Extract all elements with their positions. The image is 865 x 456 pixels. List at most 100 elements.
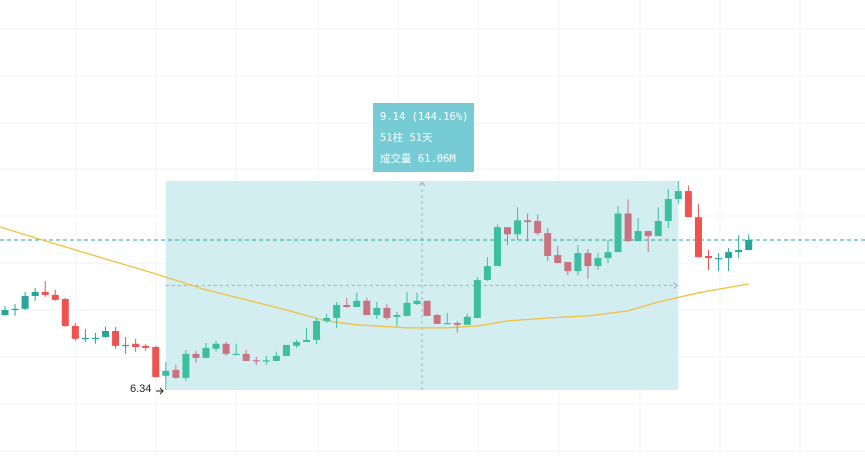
candle-body — [383, 307, 391, 318]
candle-body — [202, 347, 210, 358]
candle — [31, 288, 39, 301]
candle — [463, 313, 471, 325]
candle — [11, 304, 19, 316]
candle-body — [363, 300, 371, 315]
candle-body — [112, 331, 120, 346]
measure-price-change: 9.14 (144.16%) — [380, 111, 469, 123]
candle-body — [292, 341, 300, 346]
candle-body — [463, 316, 471, 325]
candle-body — [453, 322, 461, 325]
candle-body — [162, 370, 170, 376]
candle-body — [272, 355, 280, 361]
candle — [624, 199, 632, 243]
candle — [343, 297, 351, 308]
candle — [594, 253, 602, 270]
candle-body — [604, 252, 612, 259]
candle — [674, 180, 682, 205]
candle-body — [11, 308, 19, 311]
candle-body — [705, 255, 712, 259]
candle — [694, 204, 702, 258]
candle — [81, 328, 89, 342]
candle — [644, 231, 652, 253]
candle-body — [634, 231, 642, 242]
candle — [534, 214, 542, 236]
candle-body — [81, 337, 89, 340]
candle-body — [493, 227, 501, 267]
candle-body — [132, 343, 140, 348]
candle-body — [423, 300, 431, 316]
candle — [684, 185, 692, 218]
candle-body — [483, 266, 491, 281]
candle — [514, 207, 522, 240]
candle-body — [584, 253, 592, 267]
measure-volume: 成交量 61.06M — [380, 153, 456, 165]
candle-body — [142, 345, 150, 348]
candle — [604, 239, 612, 264]
candle — [353, 292, 361, 307]
candle-body — [303, 339, 310, 342]
candle-body — [654, 221, 662, 237]
candle-body — [333, 304, 341, 318]
candle-body — [313, 320, 321, 340]
candle-body — [122, 344, 130, 347]
candle-body — [102, 331, 109, 337]
candle — [222, 341, 230, 356]
candle-body — [343, 304, 351, 307]
candle-body — [564, 261, 572, 272]
moving-average-line — [0, 226, 749, 329]
candle — [524, 213, 532, 242]
candle — [393, 311, 401, 326]
candle-body — [192, 353, 200, 358]
candle-body — [544, 233, 552, 256]
candle-body — [443, 322, 451, 325]
candle-body — [403, 302, 411, 316]
candle — [41, 280, 49, 297]
candle-body — [262, 360, 270, 362]
candle-body — [282, 344, 290, 356]
candle — [413, 292, 421, 305]
candle-body — [323, 317, 331, 321]
candle — [102, 326, 109, 338]
candle — [715, 253, 723, 272]
candle — [323, 313, 331, 323]
candle — [242, 349, 250, 361]
candle-body — [644, 231, 652, 237]
candle — [21, 291, 29, 310]
candle — [292, 339, 300, 348]
candle-body — [41, 291, 49, 295]
candle-body — [554, 255, 562, 264]
candle-body — [393, 314, 401, 317]
candle-body — [504, 227, 511, 235]
candle — [654, 207, 662, 237]
candle-body — [152, 347, 160, 377]
measure-low-label: 6.34 — [130, 383, 152, 395]
candle — [745, 234, 753, 251]
candle — [403, 291, 411, 316]
candle — [182, 349, 190, 381]
candle — [493, 224, 501, 267]
measure-up-arrow-icon — [418, 181, 426, 187]
candle — [423, 300, 431, 316]
candle — [383, 304, 391, 320]
candle — [443, 312, 451, 325]
candle-body — [725, 252, 733, 259]
candle — [212, 340, 220, 352]
candle-body — [735, 250, 743, 253]
candle — [142, 343, 150, 351]
candle-body — [71, 325, 79, 339]
candle — [564, 261, 572, 275]
candle-body — [674, 191, 682, 200]
candle-body — [413, 300, 421, 305]
candle-body — [624, 213, 632, 242]
candle-body — [61, 298, 69, 326]
candle — [112, 326, 120, 349]
candle — [152, 345, 160, 378]
candle — [162, 361, 170, 390]
candle — [544, 228, 552, 262]
candle-body — [242, 353, 250, 361]
candle — [202, 342, 210, 358]
candle — [262, 355, 270, 365]
candle-body — [182, 353, 190, 378]
candle — [373, 301, 381, 319]
candle-body — [21, 296, 29, 309]
